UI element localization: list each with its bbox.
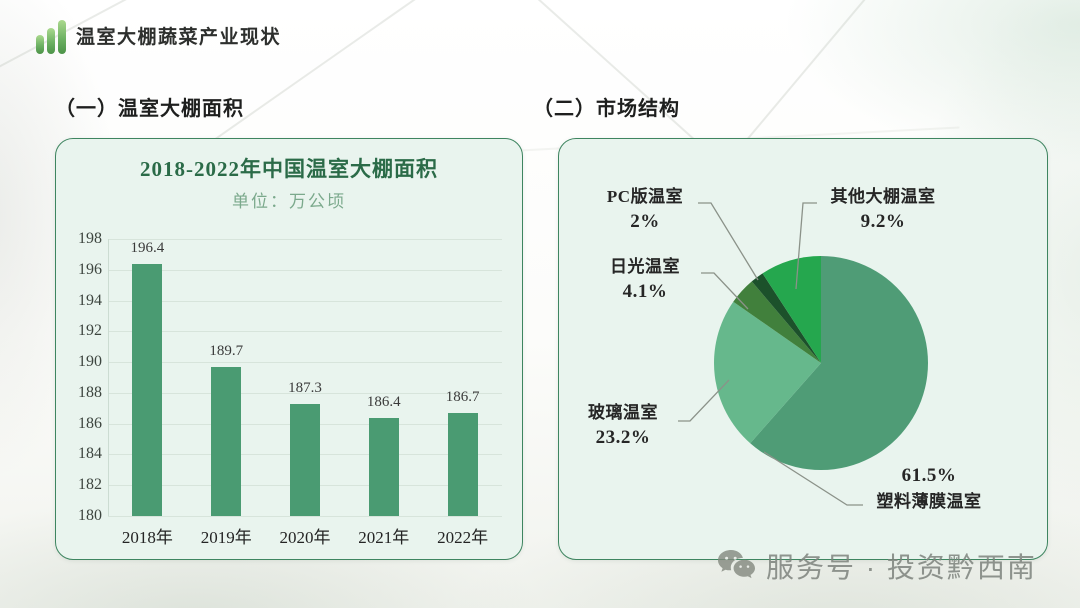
gridline xyxy=(108,300,502,302)
pie-slice xyxy=(733,281,821,363)
x-axis-category-label: 2020年 xyxy=(279,528,331,547)
pie-label-solar-greenhouse: 日光温室 4.1% xyxy=(610,257,680,302)
bar xyxy=(211,366,242,516)
y-axis-line xyxy=(108,239,109,516)
leader-line-plastic xyxy=(763,451,863,506)
x-axis-category-label: 2022年 xyxy=(437,528,489,547)
pie-slice xyxy=(762,256,821,363)
pie-slice xyxy=(751,273,821,363)
bar-value-label: 196.4 xyxy=(130,239,165,256)
pie-chart xyxy=(678,202,929,506)
pie-leader-lines xyxy=(678,202,863,506)
y-axis-tick-label: 186 xyxy=(78,414,102,432)
pie-label-plastic-film-greenhouse: 61.5% 塑料薄膜温室 xyxy=(876,465,982,511)
bar-chart-title: 2018-2022年中国温室大棚面积 xyxy=(140,157,438,181)
bar xyxy=(290,403,320,516)
bar xyxy=(368,417,399,516)
gridline xyxy=(108,269,502,271)
bar-plot: 198 196 194 192 190 188 186 184 182 180 196.4 2018年… xyxy=(56,139,522,559)
x-axis-category-label: 2019年 xyxy=(200,528,252,547)
bar-chart-logo-icon xyxy=(36,14,66,56)
leader-line-other xyxy=(795,202,817,290)
gridline xyxy=(108,331,502,333)
pie-slice xyxy=(750,256,929,471)
wechat-icon xyxy=(718,550,755,579)
pie-slices xyxy=(714,256,929,471)
section-heading-market-structure: （二）市场结构 xyxy=(533,98,680,120)
leader-line-pc xyxy=(698,202,759,281)
x-axis-category-label: 2021年 xyxy=(358,528,410,547)
header: 温室大棚蔬菜产业现状 xyxy=(36,14,281,56)
y-axis-tick-label: 190 xyxy=(78,353,102,371)
bar-chart-card: 2018-2022年中国温室大棚面积 单位：万公顷 198 196 194 192 19… xyxy=(55,138,523,560)
gridline xyxy=(108,516,502,517)
y-axis-tick-label: 188 xyxy=(78,383,102,401)
y-axis-tick-label: 194 xyxy=(78,291,102,309)
y-axis-tick-label: 180 xyxy=(78,507,102,524)
pie-slice xyxy=(714,301,821,444)
gridline xyxy=(108,239,502,240)
page-title: 温室大棚蔬菜产业现状 xyxy=(76,26,282,48)
bar xyxy=(447,412,478,516)
x-axis-category-label: 2018年 xyxy=(121,528,173,547)
pie-label-glass-greenhouse: 玻璃温室 23.2% xyxy=(588,403,658,448)
bar-value-label: 186.4 xyxy=(366,393,401,410)
watermark: 服务号 · 投资黔西南 xyxy=(716,546,1037,586)
y-axis-tick-label: 198 xyxy=(78,230,102,247)
leader-line-glass xyxy=(678,379,730,422)
bar-value-label: 186.7 xyxy=(445,388,480,405)
section-heading-greenhouse-area: （一）温室大棚面积 xyxy=(55,98,244,120)
pie-label-pc-greenhouse: PC版温室 2% xyxy=(606,187,684,232)
leader-line-sun xyxy=(701,272,749,310)
bar xyxy=(132,263,163,516)
y-axis-tick-label: 192 xyxy=(78,322,102,340)
watermark-text: 服务号 · 投资黔西南 xyxy=(766,552,1037,583)
bar-value-label: 187.3 xyxy=(288,379,322,396)
gridline xyxy=(108,362,502,364)
y-axis-tick-label: 182 xyxy=(78,476,102,494)
bar-value-label: 189.7 xyxy=(209,342,244,359)
pie-label-other-greenhouse: 其他大棚温室 9.2% xyxy=(830,187,936,232)
y-axis-tick-label: 196 xyxy=(78,260,102,278)
gridline xyxy=(108,392,502,394)
bar-chart-unit-subtitle: 单位：万公顷 xyxy=(232,192,346,211)
y-axis-tick-label: 184 xyxy=(78,445,102,463)
pie-chart-card: PC版温室 2% 其他大棚温室 9.2% 日光温室 4.1% 玻璃温室 23.2… xyxy=(558,138,1048,560)
